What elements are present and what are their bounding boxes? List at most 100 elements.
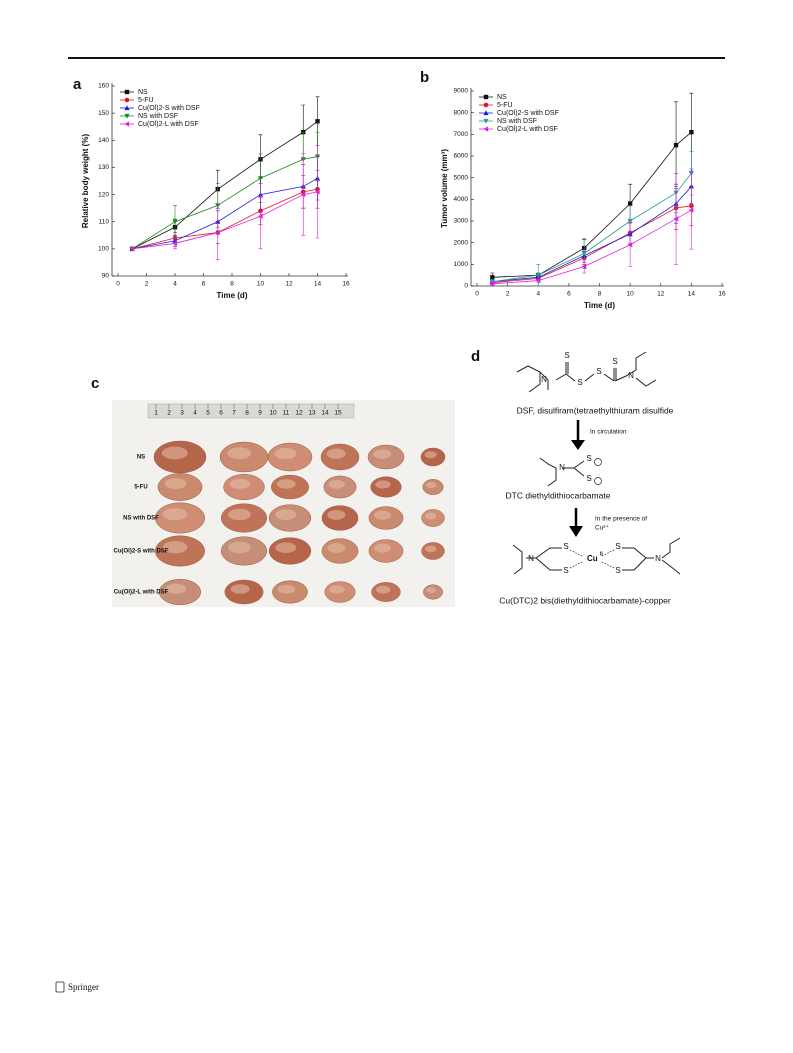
marker	[627, 242, 633, 248]
tumor-highlight	[162, 508, 188, 521]
bond	[622, 557, 647, 571]
marker	[257, 176, 264, 181]
ruler-label: 2	[167, 410, 171, 417]
bond	[661, 537, 681, 559]
tumor-highlight	[277, 584, 296, 594]
ruler-label: 1	[154, 410, 158, 417]
marker	[627, 218, 633, 224]
x-tick-label: 6	[202, 281, 206, 288]
legend-marker	[483, 94, 489, 100]
tumor-highlight	[326, 448, 346, 459]
y-tick-label: 120	[98, 191, 109, 198]
tumor-highlight	[230, 584, 250, 594]
series-line	[492, 209, 692, 285]
atom-label: Cu	[587, 554, 598, 563]
ruler-label: 7	[232, 410, 236, 417]
legend-label: Cu(Ol)2-L with DSF	[497, 126, 558, 133]
y-tick-label: 90	[102, 273, 110, 280]
marker	[172, 240, 178, 247]
series-line	[132, 120, 318, 250]
y-axis-label: Relative body weight (%)	[81, 134, 90, 229]
panel-label: b	[420, 69, 429, 86]
series-line	[132, 156, 318, 250]
marker	[314, 189, 320, 195]
marker	[581, 263, 587, 270]
series-line	[492, 173, 692, 283]
marker	[300, 191, 306, 198]
bond	[573, 467, 585, 477]
atom-label: S	[615, 542, 620, 551]
y-tick-label: 3000	[454, 218, 469, 225]
bond	[614, 351, 647, 382]
row-label: NS	[137, 455, 145, 461]
atom-label: N	[628, 371, 634, 380]
x-axis-label: Time (d)	[584, 301, 615, 310]
caption: DTC diethyldithiocarbamate	[506, 490, 611, 500]
ruler	[147, 403, 355, 419]
x-tick-label: 8	[230, 281, 234, 288]
charge	[594, 477, 602, 485]
x-tick-label: 16	[342, 281, 350, 288]
series-line	[132, 188, 318, 250]
x-tick-label: 6	[567, 291, 571, 298]
atom-label: S	[563, 542, 568, 551]
bond	[535, 547, 562, 559]
ruler-label: 4	[193, 410, 197, 417]
legend-label: 5-FU	[497, 102, 513, 109]
row-label: NS with DSF	[123, 516, 159, 522]
y-tick-label: 160	[98, 83, 109, 90]
tumor-highlight	[276, 479, 296, 489]
legend-marker	[124, 89, 130, 95]
marker	[535, 277, 541, 284]
y-tick-label: 2000	[454, 239, 469, 246]
bond	[661, 559, 681, 575]
panel-label: a	[73, 76, 82, 93]
bond	[535, 557, 562, 571]
legend-label: Cu(Ol)2-L with DSF	[138, 121, 199, 128]
tumor-highlight	[329, 585, 345, 594]
y-tick-label: 8000	[454, 109, 469, 116]
series-line	[492, 131, 692, 278]
marker	[489, 281, 495, 287]
y-tick-label: 110	[99, 218, 110, 225]
tumor-highlight	[275, 542, 297, 553]
tumor-highlight	[425, 545, 437, 553]
y-tick-label: 1000	[454, 261, 469, 268]
tumor-highlight	[275, 509, 297, 520]
bond	[539, 457, 557, 487]
legend-marker	[483, 118, 489, 124]
bond	[528, 372, 541, 393]
tumor-highlight	[328, 479, 345, 489]
y-tick-label: 130	[98, 164, 109, 171]
marker	[129, 246, 135, 252]
step-label: In circulation	[590, 429, 627, 436]
legend-label: NS	[497, 94, 507, 101]
legend-marker	[124, 97, 130, 103]
marker	[581, 251, 587, 257]
x-tick-label: 14	[314, 281, 322, 288]
caption: DSF, disulfiram(tetraethylthiuram disulf…	[517, 405, 674, 415]
tumor-highlight	[374, 510, 392, 520]
y-tick-label: 9000	[454, 88, 469, 95]
y-tick-label: 140	[98, 137, 109, 144]
oxidation-state: II	[600, 551, 603, 557]
x-tick-label: 10	[627, 291, 635, 298]
tumor-highlight	[228, 508, 251, 521]
y-tick-label: 0	[464, 283, 468, 290]
y-tick-label: 150	[98, 110, 109, 117]
bond	[573, 460, 585, 469]
bond	[512, 544, 523, 575]
arrow-head	[569, 526, 583, 537]
row-label: Cu(Ol)2-L with DSF	[114, 590, 169, 596]
tumor-highlight	[227, 447, 252, 460]
marker	[257, 213, 263, 219]
caption: Cu(DTC)2 bis(diethyldithiocarbamate)-cop…	[499, 595, 671, 605]
x-tick-label: 14	[688, 291, 696, 298]
bond	[569, 549, 583, 557]
charge	[594, 458, 602, 466]
legend-marker	[124, 105, 130, 111]
tumor-highlight	[373, 449, 392, 459]
x-tick-label: 2	[506, 291, 510, 298]
ruler-label: 10	[269, 410, 277, 417]
